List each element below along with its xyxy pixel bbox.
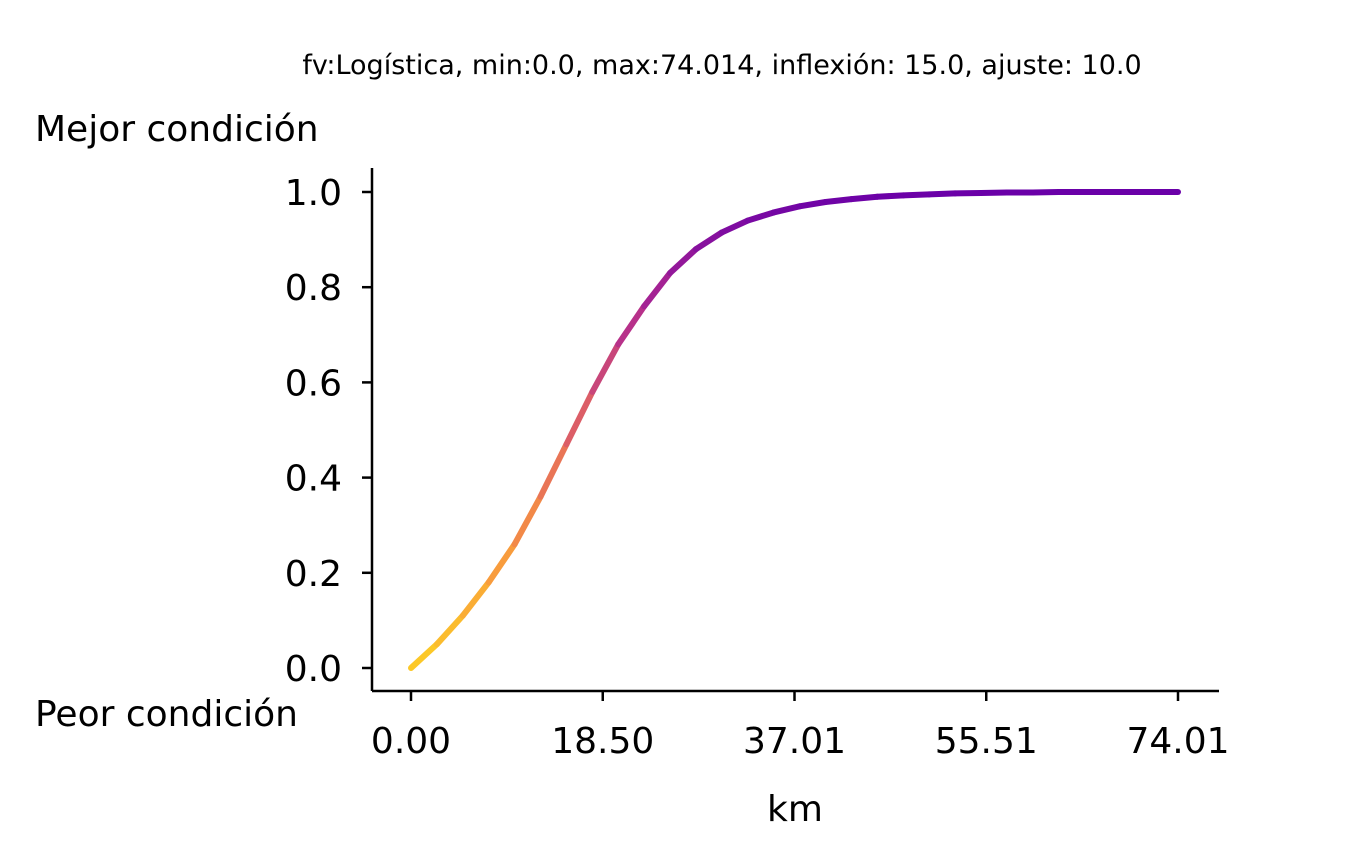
- y-tick-label: 1.0: [285, 173, 342, 214]
- x-tick-label: 0.00: [371, 721, 451, 762]
- curve-segment: [692, 229, 725, 253]
- best-condition-label: Mejor condición: [35, 109, 319, 150]
- curve-segment: [537, 441, 570, 500]
- y-tick-label: 0.8: [285, 268, 342, 309]
- curve-segment: [511, 493, 544, 548]
- x-tick-label: 55.51: [935, 721, 1038, 762]
- y-ticks: 0.0 0.2 0.4 0.6 0.8 1.0: [285, 173, 372, 690]
- x-ticks: 0.00 18.50 37.01 55.51 74.01: [371, 691, 1230, 762]
- y-tick-label: 0.6: [285, 363, 342, 404]
- worst-condition-label: Peor condición: [35, 694, 298, 735]
- curve-segment: [744, 209, 777, 224]
- y-tick-label: 0.2: [285, 554, 342, 595]
- curve-segment: [874, 192, 907, 200]
- curve-segment: [589, 341, 622, 395]
- curve-segment: [485, 541, 518, 586]
- curve-segment: [900, 191, 933, 199]
- curve-segment: [408, 641, 440, 671]
- y-tick-label: 0.4: [285, 459, 342, 500]
- curve-segment: [926, 190, 959, 198]
- curve-segment: [641, 269, 674, 310]
- x-tick-label: 74.01: [1126, 721, 1229, 762]
- curve-segment: [667, 246, 699, 276]
- logistic-curve: [408, 189, 1181, 671]
- x-tick-label: 18.50: [551, 721, 654, 762]
- curve-segment: [848, 193, 881, 203]
- curve-segment: [459, 579, 492, 619]
- curve-segment: [563, 388, 596, 448]
- curve-segment: [796, 198, 829, 210]
- curve-segment: [433, 612, 466, 648]
- chart-title: fv:Logística, min:0.0, max:74.014, infle…: [302, 50, 1141, 81]
- x-axis-label: km: [767, 789, 823, 830]
- curve-segment: [822, 196, 855, 205]
- curve-segment: [615, 303, 648, 348]
- curve-segment: [718, 217, 751, 236]
- y-tick-label: 0.0: [285, 649, 342, 690]
- curve-segment: [770, 203, 803, 216]
- x-tick-label: 37.01: [743, 721, 846, 762]
